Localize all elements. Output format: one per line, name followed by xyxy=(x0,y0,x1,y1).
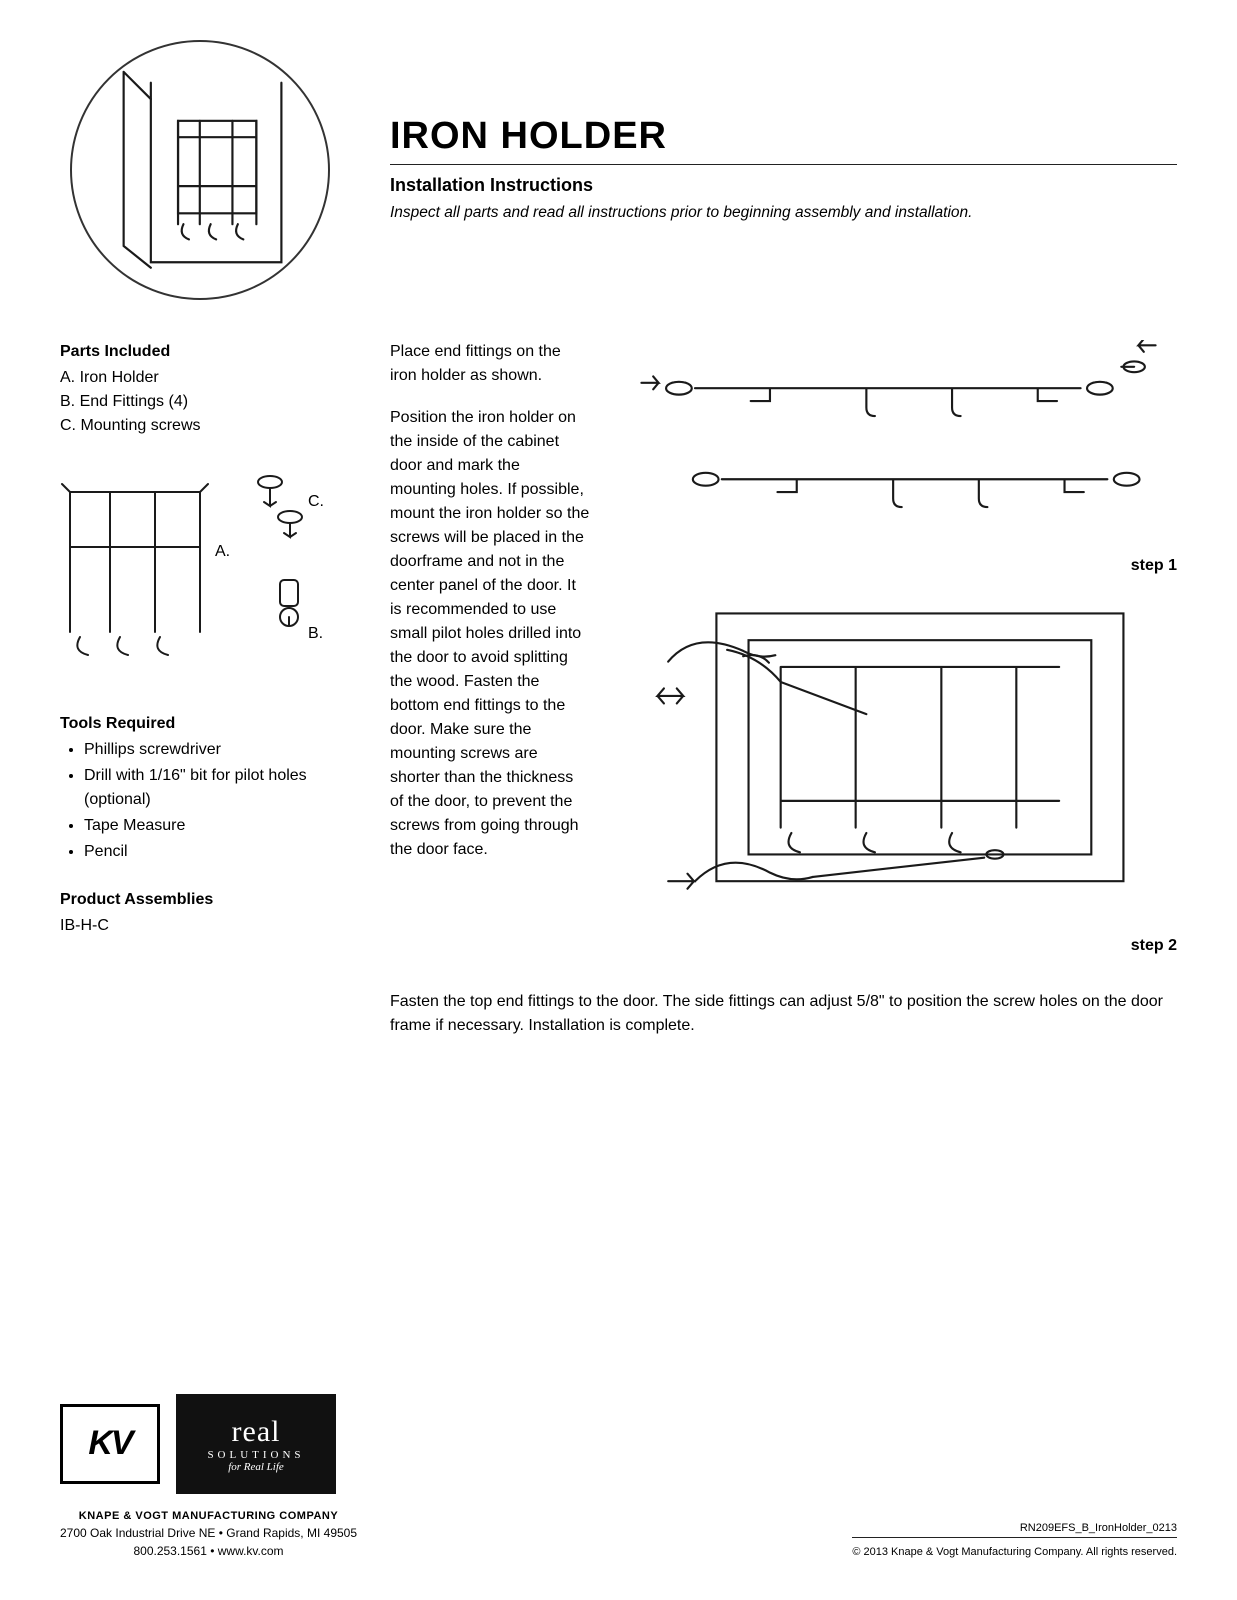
footer-left: KV real SOLUTIONS for Real Life KNAPE & … xyxy=(60,1394,357,1561)
step1-figure: step 1 xyxy=(620,340,1177,578)
sidebar: Parts Included A. Iron Holder B. End Fit… xyxy=(60,340,350,962)
parts-item: B. End Fittings (4) xyxy=(60,390,350,414)
company-name: KNAPE & VOGT MANUFACTURING COMPANY xyxy=(60,1508,357,1525)
rs-logo-line1: real xyxy=(232,1415,281,1449)
tools-block: Tools Required Phillips screwdriver Dril… xyxy=(60,712,350,864)
doc-code: RN209EFS_B_IronHolder_0213 xyxy=(852,1520,1177,1537)
page-title: IRON HOLDER xyxy=(390,115,1177,158)
step1-label: step 1 xyxy=(620,554,1177,578)
tool-item: Drill with 1/16" bit for pilot holes (op… xyxy=(84,764,350,812)
footer: KV real SOLUTIONS for Real Life KNAPE & … xyxy=(60,1394,1177,1561)
main-content: Place end fittings on the iron holder as… xyxy=(390,340,1177,1038)
tools-heading: Tools Required xyxy=(60,712,350,736)
step2-figure: step 2 xyxy=(620,592,1177,958)
parts-item: C. Mounting screws xyxy=(60,414,350,438)
hero-illustration xyxy=(70,40,330,300)
title-rule xyxy=(390,164,1177,165)
tool-item: Tape Measure xyxy=(84,814,350,838)
parts-block: Parts Included A. Iron Holder B. End Fit… xyxy=(60,340,350,438)
instruction-text: Place end fittings on the iron holder as… xyxy=(390,340,590,972)
page-subtitle: Installation Instructions xyxy=(390,175,1177,196)
assemblies-block: Product Assemblies IB-H-C xyxy=(60,888,350,938)
figures-column: step 1 xyxy=(620,340,1177,972)
rs-logo-line2: SOLUTIONS xyxy=(207,1449,304,1461)
company-address: 2700 Oak Industrial Drive NE • Grand Rap… xyxy=(60,1524,357,1542)
instruction-p2: Position the iron holder on the inside o… xyxy=(390,406,590,862)
kv-logo: KV xyxy=(60,1404,160,1484)
footer-right: RN209EFS_B_IronHolder_0213 © 2013 Knape … xyxy=(852,1520,1177,1560)
tool-item: Pencil xyxy=(84,840,350,864)
copyright: © 2013 Knape & Vogt Manufacturing Compan… xyxy=(852,1544,1177,1561)
assemblies-value: IB-H-C xyxy=(60,914,350,938)
callout-b: B. xyxy=(308,622,323,646)
instruction-p3: Fasten the top end fittings to the door.… xyxy=(390,990,1177,1038)
company-block: KNAPE & VOGT MANUFACTURING COMPANY 2700 … xyxy=(60,1508,357,1561)
step2-label: step 2 xyxy=(620,934,1177,958)
assemblies-heading: Product Assemblies xyxy=(60,888,350,912)
instruction-p1: Place end fittings on the iron holder as… xyxy=(390,340,590,388)
rs-logo-line3: for Real Life xyxy=(228,1461,284,1473)
tool-item: Phillips screwdriver xyxy=(84,738,350,762)
parts-diagram: A. C. B. xyxy=(60,462,330,692)
parts-heading: Parts Included xyxy=(60,340,350,364)
title-block: IRON HOLDER Installation Instructions In… xyxy=(390,115,1177,222)
callout-c: C. xyxy=(308,490,324,514)
parts-item: A. Iron Holder xyxy=(60,366,350,390)
footer-rule xyxy=(852,1537,1177,1538)
callout-a: A. xyxy=(215,540,230,564)
kv-logo-text: KV xyxy=(88,1424,131,1463)
header-note: Inspect all parts and read all instructi… xyxy=(390,204,1177,222)
real-solutions-logo: real SOLUTIONS for Real Life xyxy=(176,1394,336,1494)
company-contact: 800.253.1561 • www.kv.com xyxy=(60,1542,357,1560)
